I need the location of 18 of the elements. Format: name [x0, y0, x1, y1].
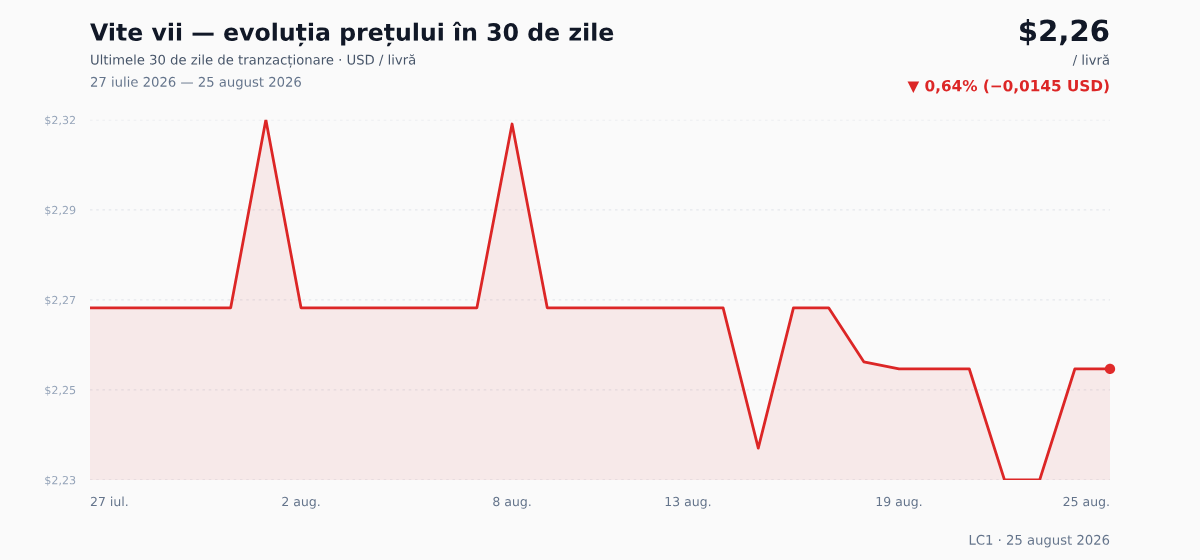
y-tick-label: $2,29 — [45, 205, 76, 216]
text: LC1 · 25 august 2026 — [969, 534, 1110, 548]
y-tick-label: $2,23 — [45, 475, 76, 486]
text: ▼ 0,64% (−0,0145 USD) — [907, 79, 1109, 94]
x-tick-label: 25 aug. — [1063, 496, 1109, 509]
chart-title: Vite vii — evoluția prețului în 30 de zile — [90, 21, 614, 47]
x-tick-label: 8 aug. — [493, 496, 531, 509]
x-tick-label: 13 aug. — [665, 496, 711, 509]
x-tick-label: 2 aug. — [282, 496, 320, 509]
x-tick-label: 27 iul. — [90, 496, 128, 507]
y-tick-label: $2,27 — [45, 295, 76, 306]
x-tick-label: 19 aug. — [876, 496, 922, 509]
y-tick-label: $2,25 — [45, 385, 76, 396]
text: $2,26 — [1020, 18, 1109, 46]
text: 27 iulie 2026 — 25 august 2026 — [90, 76, 301, 90]
y-tick-label: $2,32 — [45, 115, 75, 126]
chart-subtitle: Ultimele 30 de zile de tranzacționare · USD / livră — [91, 54, 416, 68]
text: / livră — [1072, 54, 1109, 66]
